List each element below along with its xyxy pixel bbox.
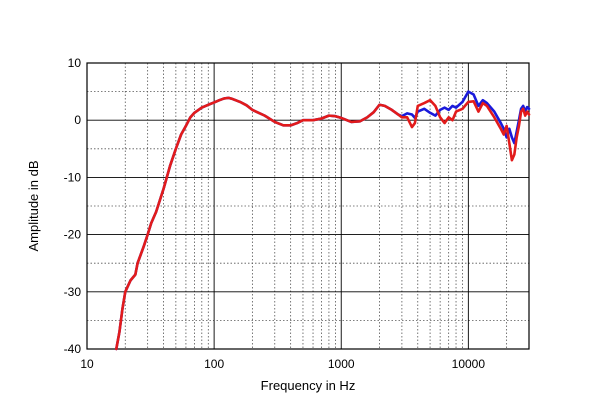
plot-frame <box>86 62 530 350</box>
y-tick-label: 0 <box>74 113 81 127</box>
y-tick-label: -20 <box>64 228 82 242</box>
x-axis-label: Frequency in Hz <box>261 378 356 393</box>
x-tick-label: 1000 <box>328 357 355 371</box>
x-tick-label: 10000 <box>452 357 486 371</box>
x-tick-label: 100 <box>204 357 224 371</box>
y-tick-label: -40 <box>64 342 82 356</box>
series-line-1 <box>114 90 531 351</box>
series-layer <box>114 90 531 351</box>
y-tick-label: -10 <box>64 170 82 184</box>
x-tick-labels: 10 100 1000 10000 <box>80 357 485 371</box>
y-tick-label: -30 <box>64 285 82 299</box>
y-axis-label: Amplitude in dB <box>26 160 41 251</box>
series-line-2 <box>114 96 531 351</box>
minor-grid <box>87 63 530 349</box>
y-tick-labels: 10 0 -10 -20 -30 -40 <box>64 56 82 356</box>
y-tick-label: 10 <box>68 56 82 70</box>
x-tick-label: 10 <box>80 357 94 371</box>
